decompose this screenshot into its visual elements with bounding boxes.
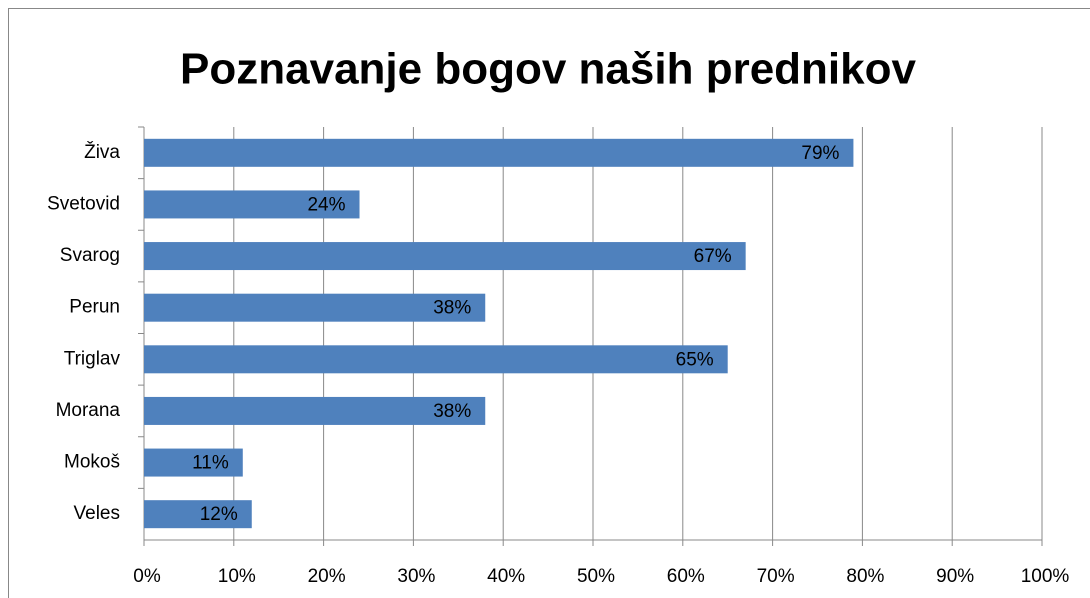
bar — [144, 396, 486, 425]
x-tick-label: 10% — [218, 566, 256, 587]
x-tick-label: 20% — [308, 566, 346, 587]
value-label: 11% — [192, 453, 229, 474]
y-tick-label: Morana — [56, 400, 121, 421]
x-tick-label: 90% — [936, 566, 974, 587]
value-label: 38% — [433, 401, 471, 422]
x-tick-label: 0% — [133, 566, 161, 587]
bar — [144, 242, 746, 271]
y-tick-label: Veles — [74, 503, 120, 524]
value-label: 65% — [676, 349, 714, 370]
bar — [144, 138, 854, 167]
bar — [144, 190, 360, 219]
x-tick-label: 100% — [1021, 566, 1070, 587]
value-label: 38% — [433, 298, 471, 319]
chart-border — [8, 8, 1090, 598]
y-tick-label: Mokoš — [64, 452, 120, 473]
bar — [144, 448, 243, 477]
value-label: 67% — [694, 246, 732, 267]
bar — [144, 293, 486, 322]
y-tick-label: Svarog — [60, 245, 120, 266]
x-tick-label: 70% — [757, 566, 795, 587]
x-tick-label: 50% — [577, 566, 615, 587]
x-tick-label: 40% — [487, 566, 525, 587]
y-tick-label: Svetovid — [47, 193, 120, 214]
y-tick-label: Perun — [69, 297, 120, 318]
chart-title: Poznavanje bogov naših prednikov — [180, 45, 916, 94]
y-tick-label: Triglav — [64, 348, 121, 369]
value-label: 24% — [307, 194, 345, 215]
value-label: 79% — [801, 143, 839, 164]
bar — [144, 500, 252, 529]
value-label: 12% — [200, 504, 238, 525]
x-tick-label: 60% — [667, 566, 705, 587]
bar — [144, 345, 728, 374]
x-tick-label: 30% — [397, 566, 435, 587]
y-tick-label: Živa — [84, 141, 120, 163]
x-tick-label: 80% — [846, 566, 884, 587]
